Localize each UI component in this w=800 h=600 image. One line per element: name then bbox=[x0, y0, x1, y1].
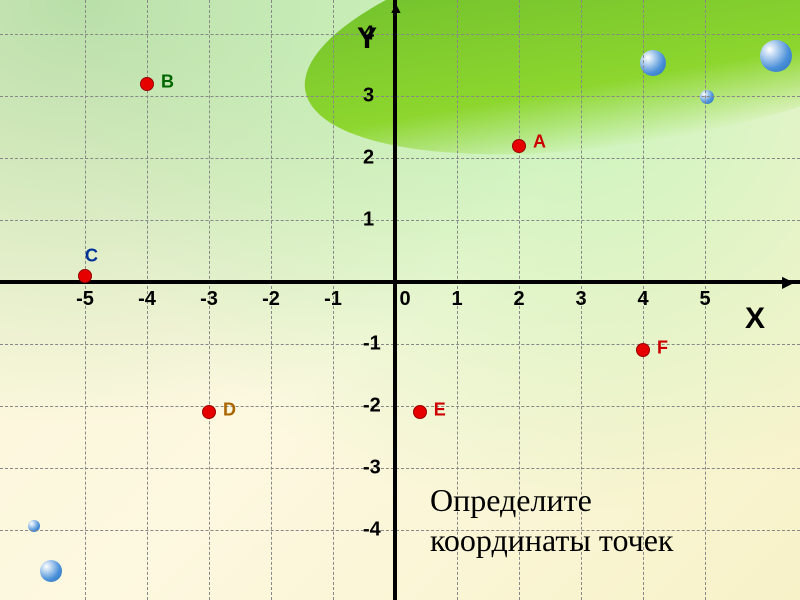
x-tick-label: 5 bbox=[699, 288, 710, 311]
grid-line-h bbox=[0, 34, 800, 35]
point-b bbox=[140, 77, 154, 91]
grid-line-h bbox=[0, 96, 800, 97]
point-label-a: A bbox=[533, 131, 546, 152]
point-a bbox=[512, 139, 526, 153]
grid-line-h bbox=[0, 468, 800, 469]
y-tick-label: -3 bbox=[363, 457, 381, 480]
x-tick-label: 4 bbox=[637, 288, 648, 311]
instruction-title: Определитекоординаты точек bbox=[430, 480, 673, 560]
y-tick-label: 2 bbox=[363, 147, 374, 170]
grid-line-h bbox=[0, 530, 800, 531]
y-tick-label: 3 bbox=[363, 85, 374, 108]
x-tick-label: 3 bbox=[575, 288, 586, 311]
x-axis-label: X bbox=[745, 302, 765, 336]
x-tick-label: -5 bbox=[76, 288, 94, 311]
x-tick-label: -3 bbox=[200, 288, 218, 311]
x-tick-label: 2 bbox=[513, 288, 524, 311]
point-c bbox=[78, 269, 92, 283]
point-label-d: D bbox=[223, 400, 236, 421]
y-axis bbox=[393, 0, 397, 600]
y-tick-label: -1 bbox=[363, 333, 381, 356]
point-f bbox=[636, 343, 650, 357]
x-axis bbox=[0, 280, 800, 284]
x-tick-label: 1 bbox=[451, 288, 462, 311]
x-tick-label: -2 bbox=[262, 288, 280, 311]
x-tick-label: -1 bbox=[324, 288, 342, 311]
x-tick-label: -4 bbox=[138, 288, 156, 311]
point-label-b: B bbox=[161, 71, 174, 92]
point-e bbox=[413, 405, 427, 419]
x-tick-label: 0 bbox=[399, 288, 410, 311]
axis-arrow-right-icon: ▶ bbox=[782, 272, 794, 292]
grid-line-h bbox=[0, 406, 800, 407]
point-label-e: E bbox=[434, 400, 446, 421]
axis-arrow-up-icon: ▲ bbox=[388, 0, 404, 18]
coordinate-plane-stage: ▶ ▲ X Y -5-4-3-2-1012345-4-3-2-11234 ABC… bbox=[0, 0, 800, 600]
grid-line-h bbox=[0, 158, 800, 159]
y-tick-label: -4 bbox=[363, 519, 381, 542]
y-tick-label: -2 bbox=[363, 395, 381, 418]
point-label-c: C bbox=[85, 245, 98, 266]
y-tick-label: 4 bbox=[363, 23, 374, 46]
grid-line-h bbox=[0, 220, 800, 221]
y-tick-label: 1 bbox=[363, 209, 374, 232]
grid-line-h bbox=[0, 344, 800, 345]
point-label-f: F bbox=[657, 338, 668, 359]
point-d bbox=[202, 405, 216, 419]
